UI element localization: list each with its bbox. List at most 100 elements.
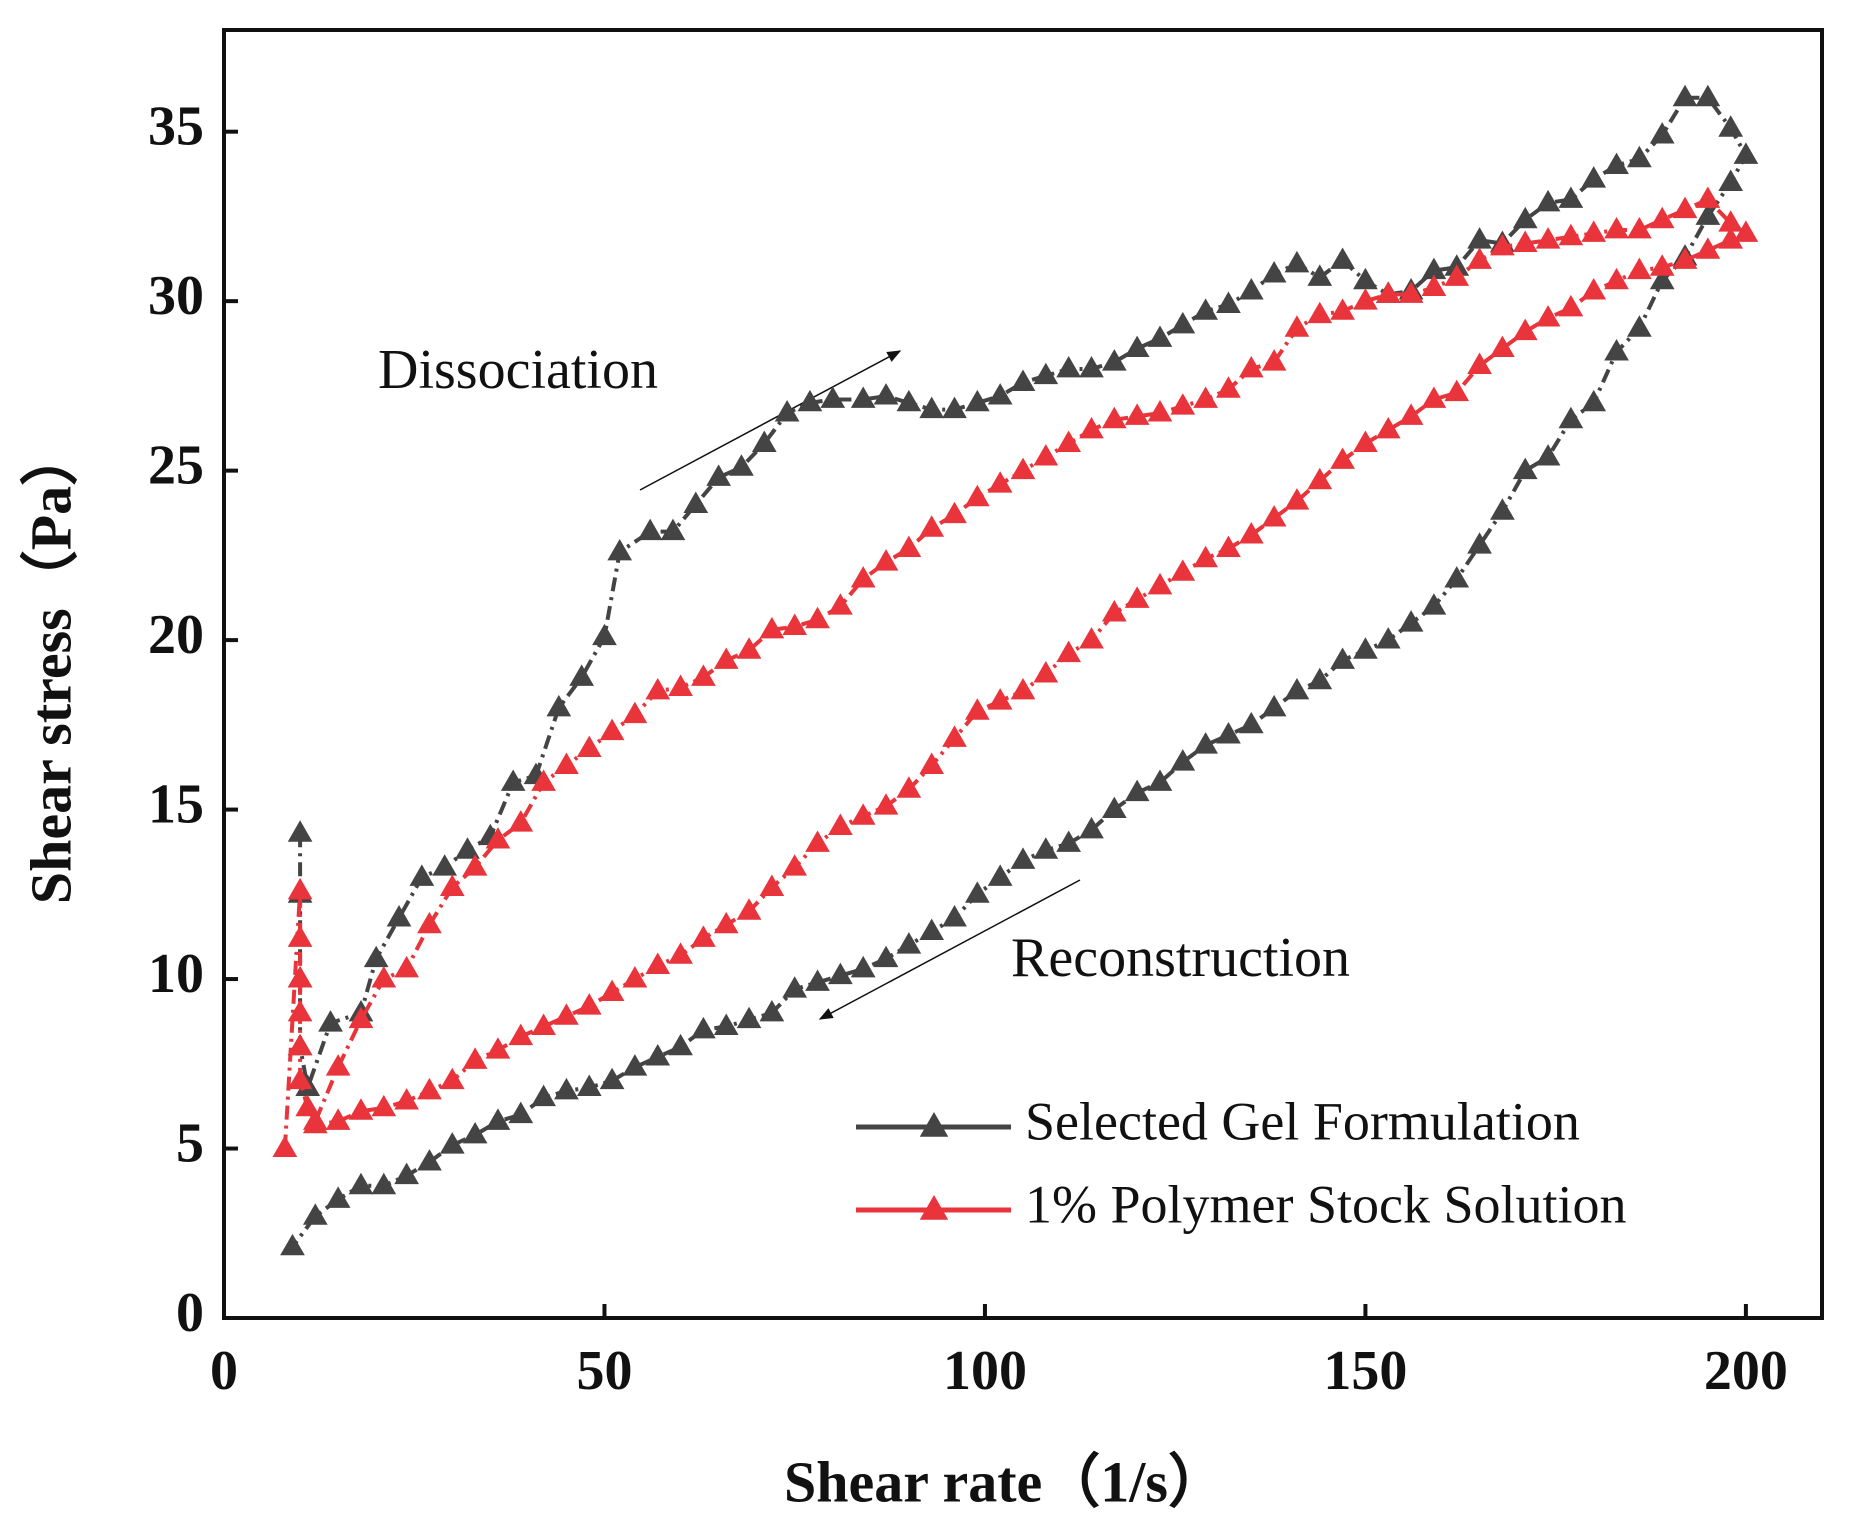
marker xyxy=(1307,667,1333,690)
marker xyxy=(1238,277,1264,300)
marker xyxy=(1056,640,1082,663)
marker xyxy=(485,1037,511,1059)
x-tick-label: 200 xyxy=(1704,1340,1788,1402)
marker xyxy=(1170,311,1196,334)
marker xyxy=(417,1077,442,1100)
marker xyxy=(1284,250,1310,273)
marker xyxy=(1627,315,1652,337)
marker xyxy=(302,1111,328,1134)
marker xyxy=(554,1077,579,1100)
x-tick-label: 50 xyxy=(576,1340,632,1402)
marker xyxy=(1421,274,1447,297)
y-tick-label: 10 xyxy=(148,943,204,1005)
marker xyxy=(736,1006,762,1029)
marker xyxy=(896,389,922,412)
marker xyxy=(1170,559,1196,581)
marker xyxy=(1649,122,1675,144)
marker xyxy=(873,549,899,571)
marker xyxy=(1307,467,1333,490)
marker xyxy=(1535,227,1561,249)
marker xyxy=(850,386,876,408)
marker xyxy=(325,1186,351,1208)
marker xyxy=(1490,233,1515,256)
marker xyxy=(394,1088,419,1110)
marker xyxy=(1010,677,1036,700)
marker xyxy=(1718,227,1744,249)
marker xyxy=(371,1172,397,1195)
marker xyxy=(1056,430,1082,452)
marker xyxy=(850,803,876,825)
marker xyxy=(1490,498,1515,520)
marker xyxy=(1627,216,1652,239)
marker xyxy=(713,647,739,669)
marker xyxy=(371,1094,397,1117)
marker xyxy=(964,881,990,903)
marker xyxy=(287,966,313,988)
marker xyxy=(1718,115,1744,137)
marker xyxy=(1033,362,1059,385)
marker xyxy=(828,962,853,985)
marker xyxy=(751,430,777,452)
arrow xyxy=(818,879,1081,1020)
marker xyxy=(759,999,785,1022)
marker xyxy=(386,905,412,927)
marker xyxy=(1672,84,1698,107)
marker xyxy=(1079,355,1104,378)
y-tick-label: 25 xyxy=(148,434,204,496)
marker xyxy=(1216,535,1241,558)
marker xyxy=(660,518,686,541)
marker xyxy=(942,396,967,419)
marker xyxy=(546,694,572,717)
marker xyxy=(1581,166,1607,188)
y-tick-label: 20 xyxy=(148,604,204,666)
marker xyxy=(759,616,785,639)
marker xyxy=(318,1010,343,1032)
marker xyxy=(1375,281,1401,303)
marker xyxy=(1649,206,1675,229)
marker xyxy=(1535,444,1561,466)
marker xyxy=(1604,267,1629,290)
marker xyxy=(280,1233,305,1256)
marker xyxy=(668,1033,693,1056)
marker xyxy=(1330,247,1355,269)
marker xyxy=(531,1013,556,1035)
marker xyxy=(1056,355,1082,378)
marker xyxy=(691,925,716,947)
legend-marker xyxy=(919,1195,949,1220)
marker xyxy=(1147,572,1173,595)
arrow xyxy=(639,350,902,491)
marker xyxy=(455,837,480,859)
x-tick-label: 150 xyxy=(1323,1340,1407,1402)
marker xyxy=(873,793,899,815)
y-tick-label: 15 xyxy=(148,773,204,835)
marker xyxy=(1512,230,1538,252)
marker xyxy=(1375,416,1401,439)
marker xyxy=(1170,393,1196,415)
marker xyxy=(1330,447,1355,469)
marker xyxy=(805,606,830,629)
marker xyxy=(637,518,663,541)
marker xyxy=(964,484,990,507)
marker xyxy=(599,1067,625,1090)
y-axis-title: Shear stress（Pa） xyxy=(18,428,83,904)
series-line xyxy=(290,95,1749,1249)
marker xyxy=(1695,237,1721,259)
marker xyxy=(645,952,671,974)
marker xyxy=(1512,318,1538,341)
marker xyxy=(409,864,435,886)
marker xyxy=(1733,142,1759,164)
marker xyxy=(1581,389,1607,412)
marker xyxy=(1284,315,1310,337)
marker xyxy=(1467,227,1492,249)
marker xyxy=(1193,298,1218,320)
marker xyxy=(1627,257,1652,280)
marker xyxy=(569,664,594,686)
marker xyxy=(554,1003,579,1025)
marker xyxy=(1353,267,1378,290)
marker xyxy=(1672,196,1698,219)
marker xyxy=(1101,796,1127,819)
marker xyxy=(394,1162,419,1185)
marker xyxy=(964,698,990,720)
marker xyxy=(432,854,458,876)
